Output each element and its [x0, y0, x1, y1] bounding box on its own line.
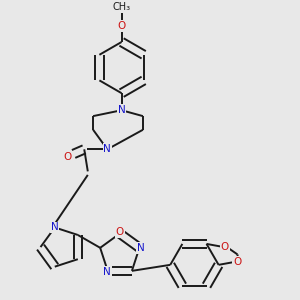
Text: O: O: [221, 242, 229, 252]
Text: O: O: [233, 257, 241, 267]
Text: N: N: [103, 144, 111, 154]
Text: N: N: [51, 223, 59, 232]
Text: N: N: [137, 243, 145, 253]
Text: O: O: [117, 21, 126, 31]
Text: O: O: [64, 152, 72, 162]
Text: CH₃: CH₃: [112, 2, 130, 12]
Text: O: O: [116, 227, 124, 237]
Text: N: N: [118, 105, 125, 115]
Text: N: N: [103, 267, 111, 277]
